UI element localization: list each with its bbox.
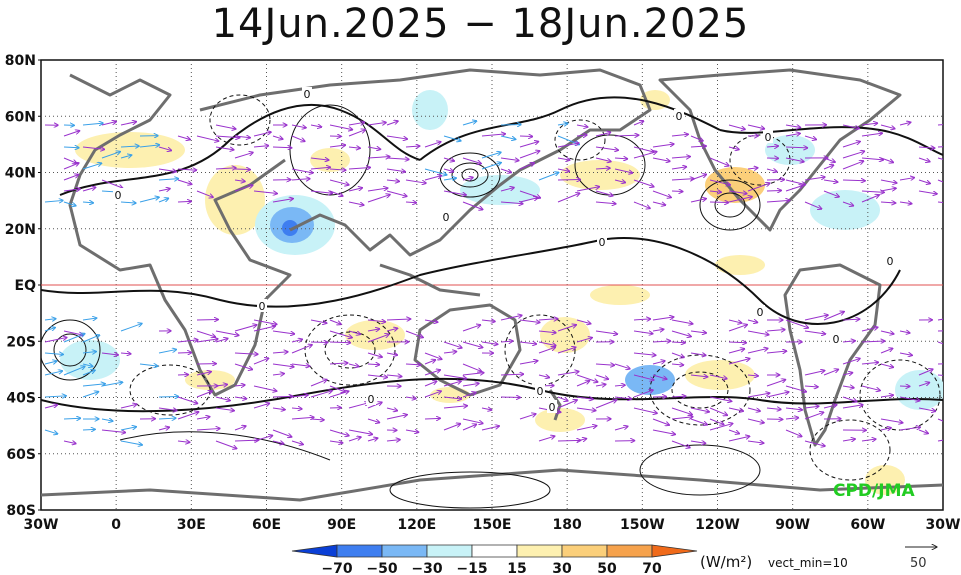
lat-label: 40S bbox=[6, 391, 36, 407]
lat-label: EQ bbox=[15, 278, 37, 294]
lon-label: 30W bbox=[24, 517, 59, 533]
reference-vector-label: 50 bbox=[910, 556, 927, 571]
contour-label: 0 bbox=[443, 211, 450, 224]
contour-label: 0 bbox=[115, 189, 122, 202]
colorbar-tick: −15 bbox=[456, 561, 487, 575]
lat-label: 60N bbox=[5, 109, 36, 125]
contour-label: 0 bbox=[368, 393, 375, 406]
lat-label: 20N bbox=[5, 222, 36, 238]
contour-label: 0 bbox=[887, 255, 894, 268]
colorbar-segment bbox=[471, 544, 518, 558]
contour-label: 0 bbox=[304, 88, 311, 101]
colorbar-segment bbox=[516, 544, 563, 558]
latitude-axis: 80N 60N 40N 20N EQ 20S 40S 60S 80S bbox=[5, 53, 41, 519]
vector-min-label: vect_min=10 bbox=[768, 556, 848, 570]
lat-label: 60S bbox=[6, 447, 36, 463]
colorbar-tick: −70 bbox=[321, 561, 352, 575]
contour-label: 0 bbox=[833, 333, 840, 346]
lon-label: 150W bbox=[620, 517, 665, 533]
colorbar-tick: 70 bbox=[642, 561, 662, 575]
colorbar-segment bbox=[336, 544, 383, 558]
colorbar-segment bbox=[606, 544, 653, 558]
longitude-axis: 30W 0 30E 60E 90E 120E 150E 180 150W 120W 90W 60W 30… bbox=[24, 517, 961, 533]
colorbar-unit: (W/m²) bbox=[700, 553, 753, 571]
lon-label: 30E bbox=[177, 517, 206, 533]
colorbar: −70 −50 −30 −15 15 30 50 70 bbox=[291, 544, 698, 575]
lon-label: 90W bbox=[775, 517, 810, 533]
contour-label: 0 bbox=[259, 300, 266, 313]
contour-label: 0 bbox=[757, 306, 764, 319]
colorbar-segment bbox=[291, 544, 338, 558]
lat-label: 40N bbox=[5, 166, 36, 182]
contour-label: 0 bbox=[599, 236, 606, 249]
lon-label: 90E bbox=[327, 517, 356, 533]
contour-label: 0 bbox=[537, 385, 544, 398]
lon-label: 150E bbox=[473, 517, 512, 533]
colorbar-tick: −30 bbox=[411, 561, 442, 575]
colorbar-tick: 15 bbox=[507, 561, 526, 575]
lat-label: 80N bbox=[5, 53, 36, 69]
colorbar-tick: 30 bbox=[552, 561, 572, 575]
lat-label: 80S bbox=[6, 503, 36, 519]
lon-label: 180 bbox=[553, 517, 582, 533]
flux-vectors bbox=[44, 121, 943, 449]
contour-label: 0 bbox=[765, 131, 772, 144]
lon-label: 0 bbox=[111, 517, 121, 533]
lon-label: 60E bbox=[252, 517, 281, 533]
lon-label: 120E bbox=[397, 517, 436, 533]
lon-label: 30W bbox=[926, 517, 961, 533]
lat-label: 20S bbox=[6, 334, 36, 350]
colorbar-segment bbox=[561, 544, 608, 558]
lon-label: 120W bbox=[695, 517, 740, 533]
colorbar-segment bbox=[426, 544, 473, 558]
colorbar-tick: 50 bbox=[597, 561, 617, 575]
contour-label: 0 bbox=[676, 110, 683, 123]
contour-label: 0 bbox=[549, 401, 556, 414]
colorbar-tick: −50 bbox=[366, 561, 397, 575]
colorbar-segment bbox=[651, 544, 698, 558]
lon-label: 60W bbox=[850, 517, 885, 533]
credit-label: CPD/JMA bbox=[833, 481, 915, 501]
colorbar-segment bbox=[381, 544, 428, 558]
map-title: 14Jun.2025 − 18Jun.2025 bbox=[211, 1, 750, 47]
